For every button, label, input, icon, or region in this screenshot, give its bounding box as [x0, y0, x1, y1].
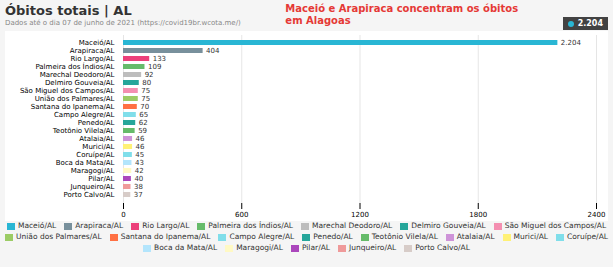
svg-text:62: 62	[139, 119, 148, 127]
html-text:Óbitos totais | AL: Óbitos totais | AL	[5, 3, 132, 18]
svg-text:Teotônio Vilela/AL: Teotônio Vilela/AL	[52, 127, 115, 135]
html-text:Maragogi/AL: Maragogi/AL	[236, 243, 283, 252]
svg-text:Boca da Mata/AL: Boca da Mata/AL	[56, 159, 115, 167]
svg-text:42: 42	[135, 167, 144, 175]
svg-text:40: 40	[134, 175, 143, 183]
html-text:Dados até o dia 07 de junho de: Dados até o dia 07 de junho de 2021 (htt…	[5, 19, 241, 27]
html-text:Porto Calvo/AL: Porto Calvo/AL	[415, 243, 470, 252]
svg-text:Murici/AL: Murici/AL	[82, 143, 114, 151]
svg-text:São Miguel dos Campos/AL: São Miguel dos Campos/AL	[20, 87, 115, 95]
html-text:Pilar/AL: Pilar/AL	[301, 243, 330, 252]
svg-text:92: 92	[145, 71, 154, 79]
html-text:União dos Palmares/AL: União dos Palmares/AL	[16, 232, 102, 241]
html-text:Arapiraca/AL: Arapiraca/AL	[75, 221, 124, 230]
html-text:Junqueiro/AL: Junqueiro/AL	[349, 243, 397, 252]
svg-text:75: 75	[141, 95, 150, 103]
svg-text:União dos Palmares/AL: União dos Palmares/AL	[35, 95, 115, 103]
html-text:Rio Largo/AL: Rio Largo/AL	[142, 221, 190, 230]
svg-text:Coruípe/AL: Coruípe/AL	[76, 151, 114, 159]
svg-text:70: 70	[140, 103, 149, 111]
html-text:Penedo/AL: Penedo/AL	[313, 232, 353, 241]
svg-text:Arapiraca/AL: Arapiraca/AL	[70, 47, 115, 55]
svg-text:65: 65	[139, 111, 148, 119]
html-text:Palmeira dos Índios/AL: Palmeira dos Índios/AL	[208, 221, 293, 230]
svg-text:Marechal Deodoro/AL: Marechal Deodoro/AL	[40, 71, 115, 79]
svg-text:Palmeira dos Índios/AL: Palmeira dos Índios/AL	[35, 62, 114, 71]
svg-text:1800: 1800	[469, 211, 487, 219]
svg-text:2.204: 2.204	[561, 39, 582, 47]
svg-text:109: 109	[148, 63, 161, 71]
svg-text:404: 404	[206, 47, 220, 55]
svg-text:80: 80	[142, 79, 151, 87]
html-text:São Miguel dos Campos/AL: São Miguel dos Campos/AL	[504, 221, 607, 230]
svg-text:Junqueiro/AL: Junqueiro/AL	[69, 183, 114, 191]
html-text:Maceió/AL: Maceió/AL	[17, 221, 57, 230]
svg-text:59: 59	[138, 127, 147, 135]
svg-text:37: 37	[134, 191, 143, 199]
html-text:Boca da Mata/AL: Boca da Mata/AL	[154, 243, 218, 252]
svg-text:133: 133	[153, 55, 166, 63]
svg-text:Rio Largo/AL: Rio Largo/AL	[70, 55, 114, 63]
svg-text:Campo Alegre/AL: Campo Alegre/AL	[54, 111, 115, 119]
svg-text:46: 46	[136, 143, 145, 151]
svg-text:0: 0	[121, 211, 125, 219]
svg-text:75: 75	[141, 87, 150, 95]
svg-text:Atalaia/AL: Atalaia/AL	[79, 135, 114, 143]
html-text:Maceió e Arapiraca concentram: Maceió e Arapiraca concentram os óbitos …	[285, 3, 519, 26]
html-text:Marechal Deodoro/AL: Marechal Deodoro/AL	[312, 221, 393, 230]
svg-text:Delmiro Gouveia/AL: Delmiro Gouveia/AL	[45, 79, 115, 87]
svg-text:45: 45	[135, 151, 144, 159]
svg-text:600: 600	[235, 211, 248, 219]
html-text:Campo Alegre/AL: Campo Alegre/AL	[229, 232, 295, 241]
svg-text:1200: 1200	[351, 211, 369, 219]
html-text:2.204: 2.204	[577, 19, 603, 28]
svg-text:38: 38	[134, 183, 143, 191]
html-text:Coruípe/AL: Coruípe/AL	[567, 232, 608, 241]
svg-text:Pilar/AL: Pilar/AL	[88, 175, 114, 183]
html-text:Teotônio Vilela/AL: Teotônio Vilela/AL	[371, 232, 438, 241]
svg-text:Penedo/AL: Penedo/AL	[78, 119, 115, 127]
svg-text:Maceió/AL: Maceió/AL	[79, 39, 115, 47]
html-text:Delmiro Gouveia/AL: Delmiro Gouveia/AL	[411, 221, 486, 230]
svg-text:43: 43	[135, 159, 144, 167]
svg-text:Santana do Ipanema/AL: Santana do Ipanema/AL	[31, 103, 115, 111]
html-text:Atalaia/AL: Atalaia/AL	[456, 232, 495, 241]
svg-text:Maragogi/AL: Maragogi/AL	[71, 167, 115, 175]
svg-text:46: 46	[136, 135, 145, 143]
svg-text:Porto Calvo/AL: Porto Calvo/AL	[64, 191, 115, 199]
svg-text:2400: 2400	[588, 211, 606, 219]
html-text:Murici/AL: Murici/AL	[513, 232, 548, 241]
html-text:Santana do Ipanema/AL: Santana do Ipanema/AL	[120, 232, 211, 241]
